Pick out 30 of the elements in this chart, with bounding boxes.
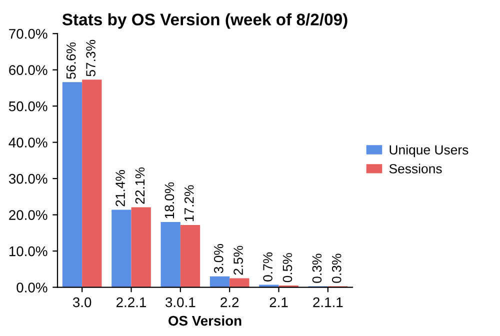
data-label: 21.4%: [116, 170, 125, 206]
y-tick-label: 70.0%: [9, 28, 48, 39]
chart-title: Stats by OS Version (week of 8/2/09): [62, 13, 348, 29]
data-label: 3.0%: [214, 244, 224, 274]
data-label: 22.1%: [135, 167, 145, 204]
legend-label: Unique Users: [390, 144, 468, 158]
legend-label: Sessions: [389, 164, 442, 174]
y-tick-label: 0.0%: [16, 282, 48, 292]
data-label: 2.5%: [234, 246, 243, 275]
data-label: 0.7%: [263, 252, 272, 282]
data-label: 0.3%: [312, 254, 322, 283]
x-tick-label: 2.2: [220, 297, 239, 308]
data-label: 17.2%: [184, 185, 194, 222]
data-label: 18.0%: [164, 182, 174, 218]
data-label: 57.3%: [86, 40, 96, 76]
x-axis-title: OS Version: [168, 316, 242, 326]
y-tick-label: 30.0%: [8, 174, 48, 184]
x-tick-label: 3.0.1: [166, 297, 196, 308]
y-tick-label: 40.0%: [8, 138, 48, 148]
x-tick-label: 2.1: [270, 297, 288, 308]
data-label: 56.6%: [66, 42, 76, 79]
y-tick-label: 60.0%: [9, 65, 48, 76]
y-tick-label: 50.0%: [8, 101, 48, 112]
x-tick-label: 3.0: [72, 297, 92, 308]
x-tick-label: 2.1.1: [313, 297, 343, 308]
y-tick-label: 20.0%: [9, 210, 48, 220]
x-tick-label: 2.2.1: [116, 297, 146, 308]
data-label: 0.5%: [282, 253, 292, 282]
data-label: 0.3%: [332, 254, 342, 283]
y-tick-label: 10.0%: [9, 246, 48, 256]
